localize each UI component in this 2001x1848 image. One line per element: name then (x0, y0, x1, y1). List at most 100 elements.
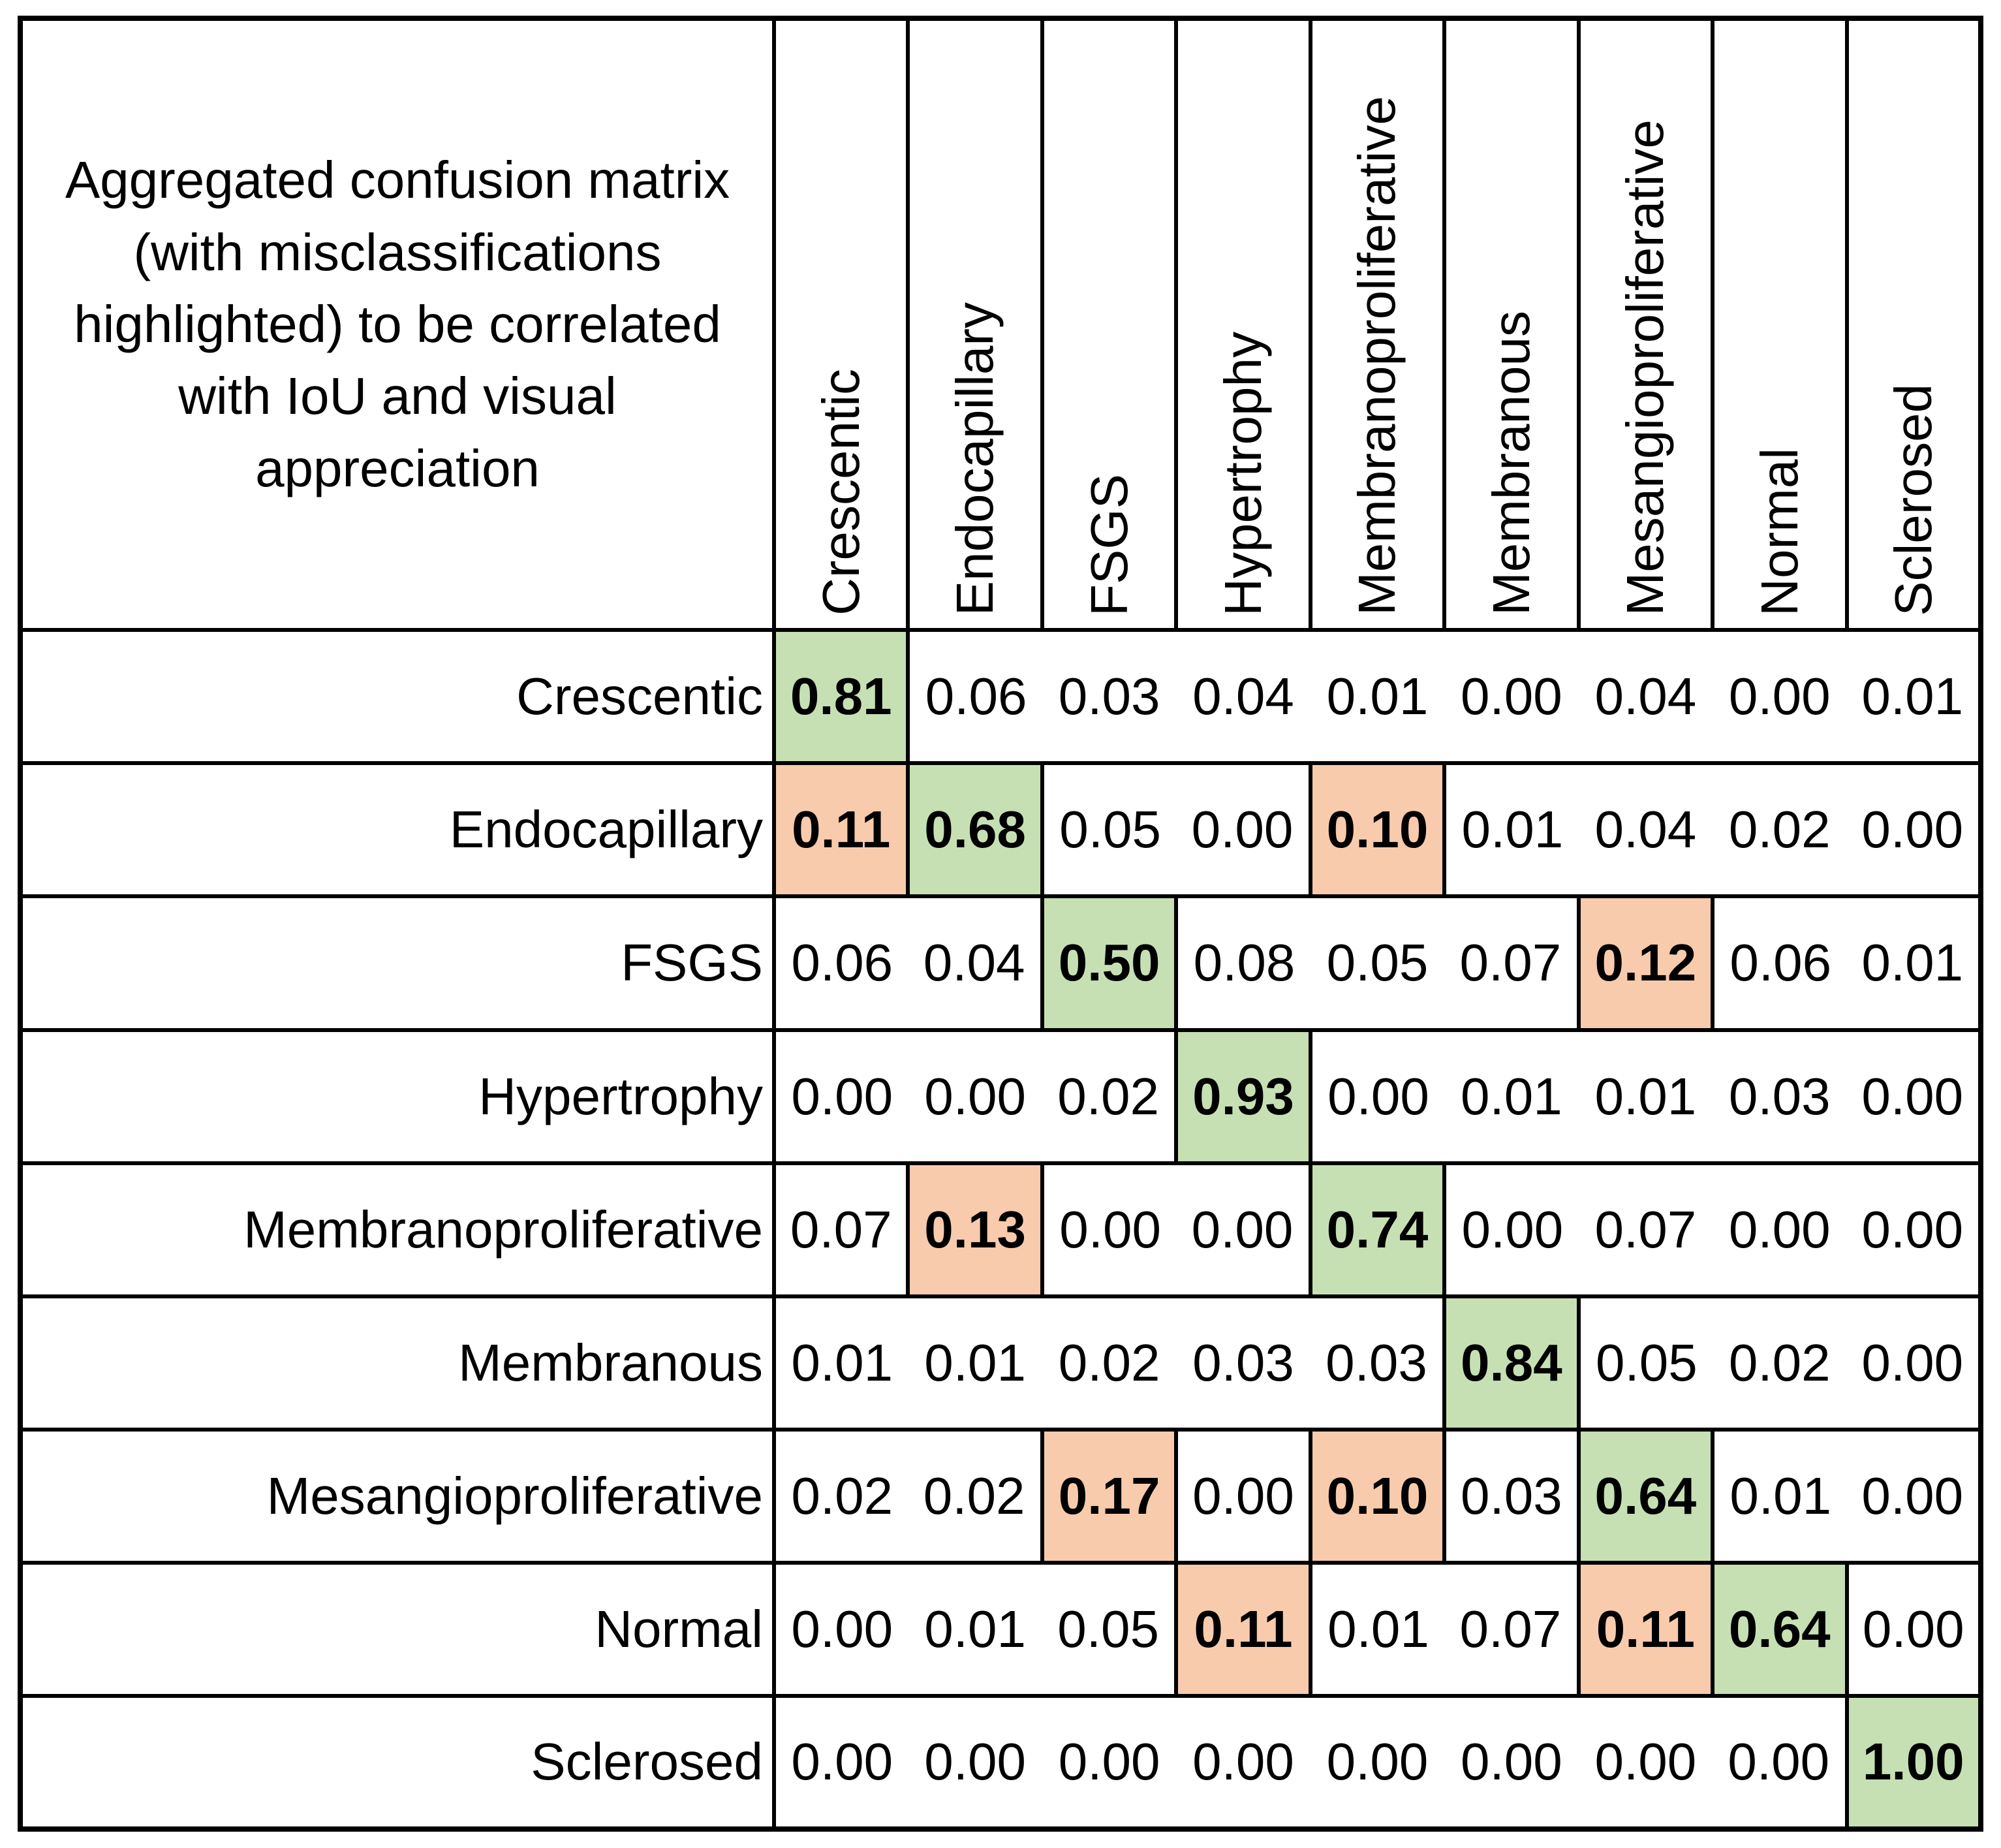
col-header-sclerosed: Sclerosed (1844, 18, 1981, 633)
matrix-title: Aggregated confusion matrix (with miscla… (20, 18, 776, 633)
row-label-sclerosed: Sclerosed (20, 1695, 776, 1829)
matrix-cell: 0.05 (1057, 1599, 1159, 1658)
column-header-row: Aggregated confusion matrix (with miscla… (20, 18, 1981, 633)
row-label-normal: Normal (20, 1562, 776, 1696)
matrix-cell: 0.02 (923, 1466, 1025, 1525)
misclassification-cell: 0.17 (1040, 1427, 1179, 1565)
matrix-cell: 0.00 (1461, 1200, 1564, 1259)
matrix-cell: 0.04 (1192, 667, 1294, 726)
col-header-label: Endocapillary (946, 302, 1004, 616)
col-header-label: Normal (1750, 447, 1808, 616)
diagonal-cell: 0.93 (1174, 1027, 1312, 1165)
matrix-cell: 0.00 (1728, 1732, 1830, 1791)
matrix-cell: 0.01 (1861, 933, 1964, 992)
col-header-label: FSGS (1079, 473, 1138, 616)
col-header-label: Crescentic (811, 369, 870, 616)
col-header-label: Mesangioproliferative (1616, 119, 1675, 616)
diagonal-cell: 0.68 (906, 761, 1044, 899)
matrix-row-membranous: Membranous 0.01 0.01 0.02 0.03 0.03 0.84 0.05 0.… (20, 1294, 1981, 1432)
matrix-cell: 0.00 (791, 1599, 893, 1658)
row-label-hypertrophy: Hypertrophy (20, 1029, 776, 1163)
col-header-crescentic: Crescentic (771, 18, 908, 633)
matrix-cell: 0.01 (1327, 1599, 1429, 1658)
row-label-endocapillary: Endocapillary (20, 763, 776, 897)
diagonal-cell: 0.64 (1711, 1560, 1849, 1698)
matrix-cell: 0.01 (791, 1333, 893, 1392)
matrix-cell: 0.00 (1192, 1466, 1294, 1525)
col-header-label: Membranoproliferative (1348, 96, 1406, 616)
matrix-cell: 0.00 (1728, 667, 1831, 726)
matrix-cell: 0.03 (1728, 1067, 1831, 1125)
matrix-cell: 0.07 (790, 1200, 892, 1259)
matrix-row-hypertrophy: Hypertrophy 0.00 0.00 0.02 0.93 0.00 0.01 0.01 0… (20, 1027, 1981, 1165)
diagonal-cell: 1.00 (1844, 1693, 1983, 1832)
matrix-row-fsgs: FSGS 0.06 0.04 0.50 0.08 0.05 0.07 0.12 0.06 0.01 (20, 894, 1981, 1032)
matrix-cell: 0.00 (1191, 800, 1294, 859)
matrix-cell: 0.02 (791, 1466, 893, 1525)
col-header-membranous: Membranous (1442, 18, 1579, 633)
matrix-cell: 0.06 (791, 933, 893, 992)
matrix-cell: 0.03 (1326, 1333, 1427, 1392)
matrix-cell: 0.01 (1730, 1466, 1832, 1525)
diagonal-cell: 0.81 (771, 628, 910, 766)
col-header-membranoproliferative: Membranoproliferative (1308, 18, 1445, 633)
matrix-cell: 0.00 (1861, 1067, 1964, 1125)
matrix-cell: 0.00 (1861, 1333, 1964, 1392)
matrix-cell: 0.01 (924, 1333, 1026, 1392)
matrix-cell: 0.01 (1861, 667, 1964, 726)
matrix-cell: 0.00 (1059, 1200, 1161, 1259)
matrix-cell: 0.04 (1594, 667, 1697, 726)
matrix-cell: 0.00 (1191, 1200, 1294, 1259)
matrix-cell: 0.03 (1461, 1466, 1562, 1525)
matrix-cell: 0.00 (1461, 1732, 1562, 1791)
row-label-mesangioproliferative: Mesangioproliferative (20, 1429, 776, 1563)
matrix-cell: 0.00 (1461, 667, 1562, 726)
matrix-cell: 0.04 (923, 933, 1025, 992)
matrix-cell: 0.00 (791, 1732, 893, 1791)
matrix-cell: 0.00 (1058, 1732, 1160, 1791)
matrix-cell: 0.07 (1594, 1200, 1697, 1259)
row-label-membranoproliferative: Membranoproliferative (20, 1163, 776, 1296)
matrix-cell: 0.08 (1193, 933, 1295, 992)
misclassification-cell: 0.10 (1308, 761, 1447, 899)
col-header-label: Sclerosed (1884, 383, 1942, 616)
col-header-label: Hypertrophy (1214, 331, 1273, 616)
matrix-cell: 0.01 (1594, 1067, 1697, 1125)
row-label-crescentic: Crescentic (20, 630, 776, 764)
matrix-cell: 0.06 (1730, 933, 1832, 992)
matrix-cell: 0.05 (1059, 800, 1161, 859)
matrix-cell: 0.00 (1728, 1200, 1831, 1259)
matrix-cell: 0.00 (1327, 1067, 1429, 1125)
matrix-cell: 0.02 (1058, 1333, 1160, 1392)
misclassification-cell: 0.12 (1576, 894, 1715, 1032)
matrix-row-normal: Normal 0.00 0.01 0.05 0.11 0.01 0.07 0.11 0.64 0.… (20, 1560, 1981, 1698)
matrix-cell: 0.05 (1326, 933, 1429, 992)
matrix-row-crescentic: Crescentic 0.81 0.06 0.03 0.04 0.01 0.00 0.04 0.… (20, 628, 1981, 766)
col-header-endocapillary: Endocapillary (906, 18, 1042, 633)
row-label-membranous: Membranous (20, 1296, 776, 1430)
misclassification-cell: 0.11 (771, 761, 910, 899)
matrix-row-membranoproliferative: Membranoproliferative 0.07 0.13 0.00 0.00 0.7… (20, 1161, 1981, 1298)
matrix-row-endocapillary: Endocapillary 0.11 0.68 0.05 0.00 0.10 0.01 0.0… (20, 761, 1981, 899)
matrix-cell: 0.06 (925, 667, 1027, 726)
matrix-cell: 0.02 (1728, 1333, 1831, 1392)
matrix-cell: 0.01 (924, 1599, 1026, 1658)
col-header-mesangioproliferative: Mesangioproliferative (1576, 18, 1713, 633)
matrix-cell: 0.07 (1459, 1599, 1562, 1658)
misclassification-cell: 0.11 (1174, 1560, 1312, 1698)
diagonal-cell: 0.64 (1576, 1427, 1715, 1565)
matrix-cell: 0.03 (1058, 667, 1160, 726)
matrix-cell: 0.00 (1861, 1200, 1964, 1259)
matrix-cell: 0.00 (1862, 1599, 1964, 1658)
matrix-cell: 0.00 (1326, 1732, 1429, 1791)
matrix-cell: 0.00 (924, 1067, 1026, 1125)
col-header-fsgs: FSGS (1040, 18, 1177, 633)
misclassification-cell: 0.10 (1308, 1427, 1447, 1565)
matrix-cell: 0.04 (1594, 800, 1697, 859)
diagonal-cell: 0.84 (1442, 1294, 1581, 1432)
matrix-cell: 0.00 (1192, 1732, 1294, 1791)
matrix-cell: 0.00 (1861, 800, 1964, 859)
col-header-hypertrophy: Hypertrophy (1174, 18, 1311, 633)
row-label-fsgs: FSGS (20, 896, 776, 1030)
